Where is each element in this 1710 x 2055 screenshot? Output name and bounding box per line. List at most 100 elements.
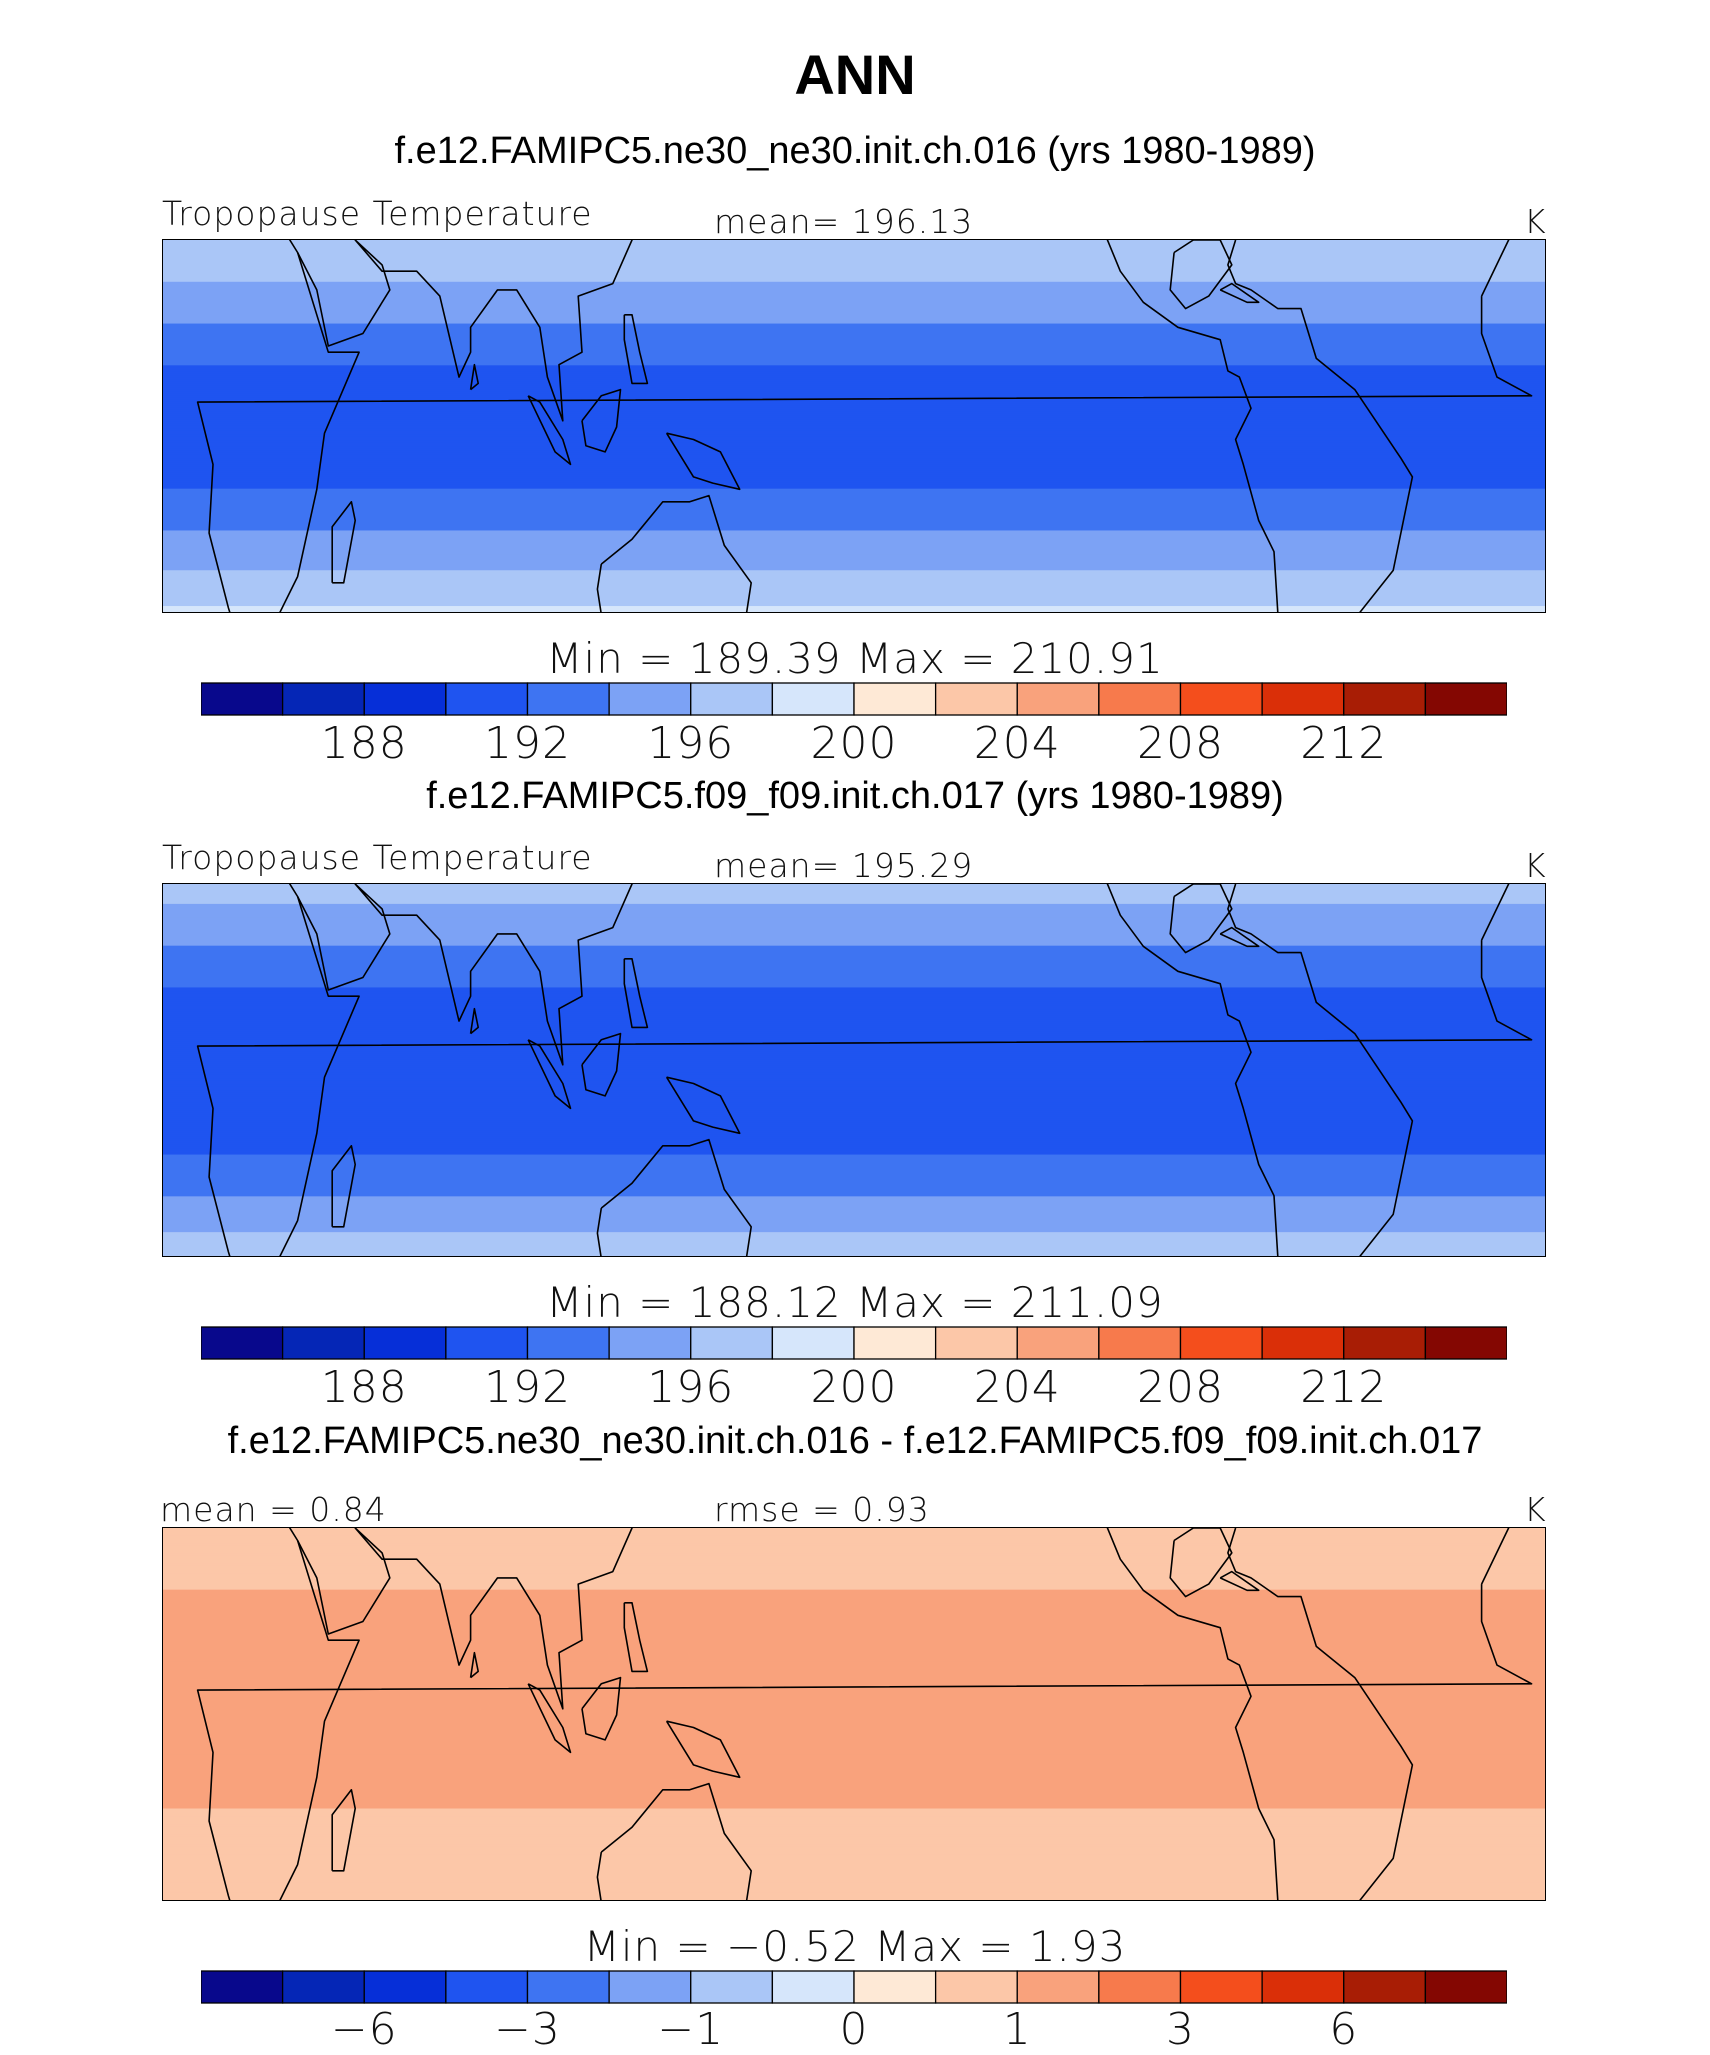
colorbar-swatch bbox=[201, 682, 284, 716]
contour-band bbox=[163, 1194, 1545, 1197]
colorbar-swatch bbox=[281, 1970, 365, 2004]
contour-band bbox=[163, 1774, 1545, 1778]
contour-band bbox=[163, 269, 1545, 273]
contour-band bbox=[163, 241, 1545, 245]
contour-band bbox=[163, 1705, 1545, 1708]
contour-band bbox=[163, 1547, 1545, 1551]
contour-band bbox=[163, 897, 1545, 901]
contour-band bbox=[163, 1734, 1545, 1738]
contour-band bbox=[163, 1601, 1545, 1605]
colorbar-tick-label: 1 bbox=[1002, 2004, 1032, 2055]
contour-band bbox=[163, 544, 1545, 547]
panel-2-contour-plot bbox=[163, 884, 1545, 1256]
contour-band bbox=[163, 341, 1545, 345]
contour-band bbox=[163, 351, 1545, 354]
contour-band bbox=[163, 1623, 1545, 1627]
contour-band bbox=[163, 1176, 1545, 1180]
contour-band bbox=[163, 931, 1545, 935]
contour-band bbox=[163, 1104, 1545, 1108]
contour-band bbox=[163, 482, 1545, 486]
colorbar-tick-label: 0 bbox=[839, 2004, 869, 2055]
contour-band bbox=[163, 305, 1545, 309]
contour-band bbox=[163, 548, 1545, 551]
coastline bbox=[581, 1032, 622, 1097]
contour-band bbox=[163, 508, 1545, 512]
contour-band bbox=[163, 1718, 1545, 1722]
contour-band bbox=[163, 510, 1545, 514]
contour-band bbox=[163, 608, 1545, 611]
panel-1-colorbar-ticks: 188 192 196 200 204 208 212 bbox=[0, 718, 1710, 769]
contour-band bbox=[163, 327, 1545, 331]
panel-1-min-max: Min = 189.39 Max = 210.91 bbox=[546, 634, 1164, 683]
contour-band bbox=[163, 1643, 1545, 1646]
contour-band bbox=[163, 1565, 1545, 1569]
contour-band bbox=[163, 602, 1545, 605]
contour-band bbox=[163, 540, 1545, 543]
contour-band bbox=[163, 349, 1545, 353]
contour-band bbox=[163, 1148, 1545, 1152]
panel-2-subtitle: f.e12.FAMIPC5.f09_f09.init.ch.017 (yrs 1… bbox=[426, 775, 1284, 817]
contour-band bbox=[163, 1168, 1545, 1172]
contour-band bbox=[163, 937, 1545, 941]
contour-band bbox=[163, 450, 1545, 454]
coastline bbox=[623, 1602, 649, 1673]
contour-band bbox=[163, 1055, 1545, 1058]
contour-band bbox=[163, 1882, 1545, 1885]
contour-band bbox=[163, 596, 1545, 599]
colorbar-tick-label: 204 bbox=[973, 1362, 1061, 1413]
contour-band bbox=[163, 1772, 1545, 1776]
coastline bbox=[1219, 282, 1260, 304]
contour-band bbox=[163, 995, 1545, 998]
contour-band bbox=[163, 1571, 1545, 1575]
contour-band bbox=[163, 1086, 1545, 1090]
contour-band bbox=[163, 1539, 1545, 1543]
contour-band bbox=[163, 249, 1545, 253]
contour-band bbox=[163, 1587, 1545, 1591]
contour-band bbox=[163, 1254, 1545, 1256]
contour-band bbox=[163, 1814, 1545, 1818]
contour-band bbox=[163, 891, 1545, 895]
coastline bbox=[527, 1039, 572, 1110]
contour-band bbox=[163, 1214, 1545, 1217]
contour-band bbox=[163, 337, 1545, 341]
contour-band bbox=[163, 999, 1545, 1002]
contour-band bbox=[163, 1027, 1545, 1030]
contour-band bbox=[163, 889, 1545, 893]
contour-band bbox=[163, 446, 1545, 450]
contour-band bbox=[163, 1750, 1545, 1754]
contour-band bbox=[163, 1234, 1545, 1237]
contour-band bbox=[163, 1754, 1545, 1758]
contour-band bbox=[163, 1613, 1545, 1617]
contour-band bbox=[163, 604, 1545, 607]
contour-band bbox=[163, 1615, 1545, 1619]
contour-band bbox=[163, 528, 1545, 532]
panel-1-units-label: K bbox=[1524, 202, 1547, 241]
colorbar-swatch bbox=[201, 1970, 284, 2004]
panel-2-units-label: K bbox=[1524, 846, 1547, 885]
contour-band bbox=[163, 1850, 1545, 1853]
contour-band bbox=[163, 454, 1545, 458]
contour-band bbox=[163, 1023, 1545, 1026]
contour-band bbox=[163, 1830, 1545, 1833]
contour-band bbox=[163, 1802, 1545, 1806]
contour-band bbox=[163, 1824, 1545, 1828]
contour-band bbox=[163, 367, 1545, 370]
contour-band bbox=[163, 267, 1545, 271]
contour-band bbox=[163, 1848, 1545, 1851]
contour-band bbox=[163, 911, 1545, 915]
contour-band bbox=[163, 921, 1545, 925]
contour-band bbox=[163, 1758, 1545, 1762]
contour-band bbox=[163, 1707, 1545, 1710]
colorbar-tick-label: 188 bbox=[320, 718, 408, 769]
contour-band bbox=[163, 1806, 1545, 1810]
contour-band bbox=[163, 478, 1545, 482]
contour-band bbox=[163, 331, 1545, 335]
contour-band bbox=[163, 973, 1545, 977]
colorbar-swatch bbox=[608, 682, 692, 716]
contour-band bbox=[163, 1013, 1545, 1016]
contour-band bbox=[163, 1210, 1545, 1213]
coastline bbox=[1106, 884, 1279, 1256]
contour-band bbox=[163, 403, 1545, 406]
contour-band bbox=[163, 476, 1545, 480]
contour-band bbox=[163, 1868, 1545, 1871]
